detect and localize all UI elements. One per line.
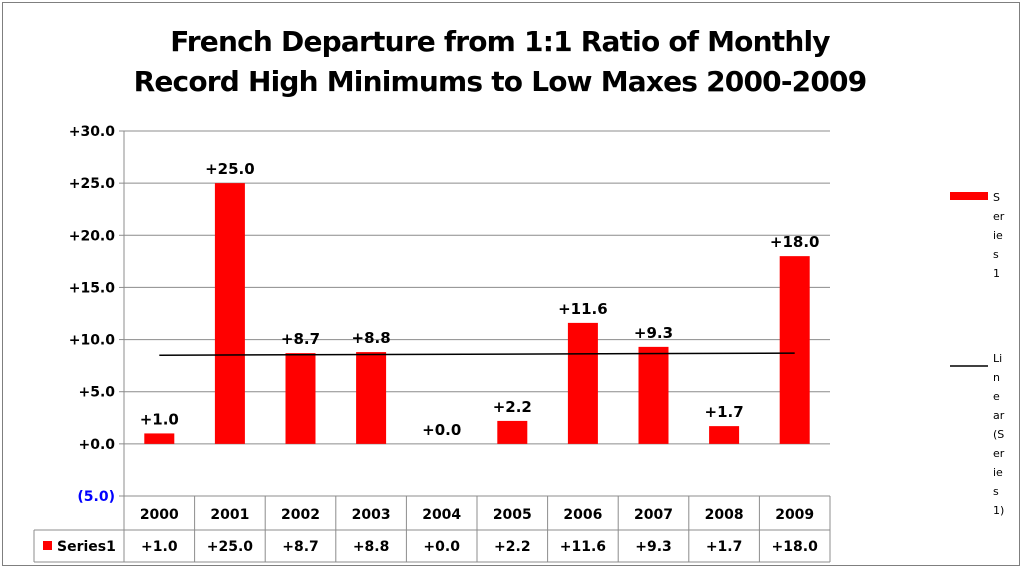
legend-label-trendline: Li n e ar (S er ie s 1) — [993, 352, 1005, 517]
table-value: +11.6 — [560, 539, 606, 555]
table-value: +1.7 — [706, 539, 743, 555]
data-label-2001: +25.0 — [205, 160, 255, 178]
x-tick-label: 2009 — [775, 507, 814, 523]
x-tick-label: 2002 — [281, 507, 320, 523]
bar-2003 — [356, 352, 387, 444]
data-label-2006: +11.6 — [558, 300, 608, 318]
chart-title-line-2: Record High Minimums to Low Maxes 2000-2… — [133, 65, 868, 98]
data-label-2002: +8.7 — [281, 330, 320, 348]
x-tick-label: 2003 — [352, 507, 391, 523]
x-tick-label: 2007 — [634, 507, 673, 523]
data-label-2003: +8.8 — [352, 329, 391, 347]
table-value: +25.0 — [207, 539, 254, 555]
bar-2007 — [638, 346, 669, 444]
x-tick-label: 2006 — [563, 507, 602, 523]
x-tick-label: 2008 — [705, 507, 744, 523]
x-tick-label: 2000 — [140, 507, 179, 523]
bar-2005 — [497, 420, 528, 444]
chart-title: French Departure from 1:1 Ratio of Month… — [0, 22, 1000, 102]
table-series-name: Series1 — [57, 539, 116, 555]
table-value: +9.3 — [635, 539, 672, 555]
y-tick-label: +5.0 — [78, 385, 115, 401]
table-value: +1.0 — [141, 539, 178, 555]
y-tick-label: +30.0 — [69, 124, 116, 140]
data-label-2009: +18.0 — [770, 233, 820, 251]
data-label-2004: +0.0 — [422, 421, 461, 439]
bar-2009 — [779, 256, 810, 444]
x-tick-label: 2001 — [210, 507, 249, 523]
bar-2002 — [285, 353, 316, 444]
x-tick-label: 2005 — [493, 507, 532, 523]
x-tick-label: 2004 — [422, 507, 461, 523]
y-tick-label: +10.0 — [69, 333, 116, 349]
data-label-2008: +1.7 — [705, 403, 744, 421]
data-label-2000: +1.0 — [140, 410, 179, 428]
y-tick-label: +25.0 — [69, 176, 116, 192]
trendline — [159, 352, 795, 356]
bar-2001 — [214, 183, 245, 444]
y-tick-label: +15.0 — [69, 280, 116, 296]
table-value: +2.2 — [494, 539, 531, 555]
y-tick-label: +0.0 — [78, 437, 115, 453]
bar-2008 — [709, 426, 740, 444]
legend-key-series1 — [950, 192, 988, 200]
table-value: +0.0 — [423, 539, 460, 555]
table-value: +8.8 — [353, 539, 390, 555]
chart-title-line-1: French Departure from 1:1 Ratio of Month… — [170, 25, 830, 58]
data-label-2007: +9.3 — [634, 324, 673, 342]
table-value: +8.7 — [282, 539, 319, 555]
bar-2006 — [567, 322, 598, 444]
table-value: +18.0 — [772, 539, 819, 555]
table-legend-key — [43, 541, 52, 550]
y-tick-label: +20.0 — [69, 228, 116, 244]
data-label-2005: +2.2 — [493, 398, 532, 416]
y-tick-label: (5.0) — [77, 489, 115, 505]
bar-2000 — [144, 433, 175, 444]
